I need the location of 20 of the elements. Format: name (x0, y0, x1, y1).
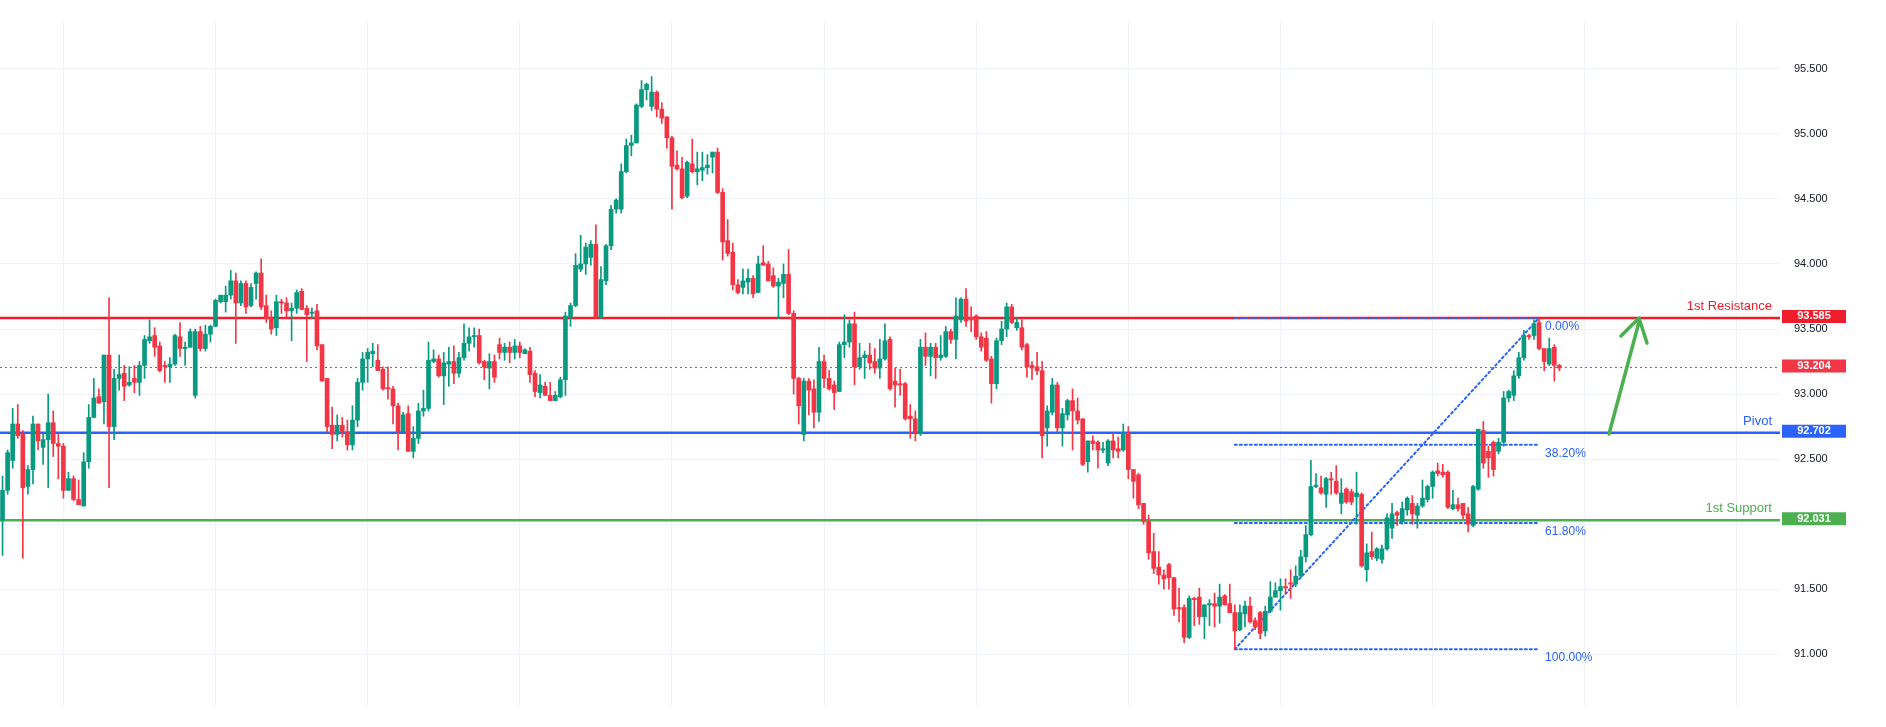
series-label: 0.00% (1545, 319, 1580, 334)
y-tick-label: 91.000 (1794, 647, 1828, 660)
y-tick-label: 95.500 (1794, 61, 1828, 74)
y-tick-label: 95.000 (1794, 126, 1828, 139)
y-tick-label: 91.500 (1794, 582, 1828, 595)
text: 93.204 (1797, 359, 1832, 372)
ref-line-label: 1st Support (1705, 500, 1773, 516)
ref-line-label: Pivot (1743, 412, 1773, 428)
y-tick-label: 94.000 (1794, 256, 1828, 269)
series-label: 61.80% (1545, 524, 1587, 539)
series-label: 100.00% (1545, 650, 1593, 665)
text: 92.031 (1797, 511, 1831, 524)
y-tick-label: 92.500 (1794, 452, 1828, 465)
text: 92.702 (1797, 424, 1831, 437)
text: 93.585 (1797, 309, 1831, 322)
y-tick-label: 93.500 (1794, 322, 1828, 335)
y-tick-label: 94.500 (1794, 191, 1828, 204)
ref-line-label: 1st Resistance (1686, 298, 1772, 314)
series-label: 38.20% (1545, 446, 1587, 461)
y-tick-label: 93.000 (1794, 387, 1828, 400)
